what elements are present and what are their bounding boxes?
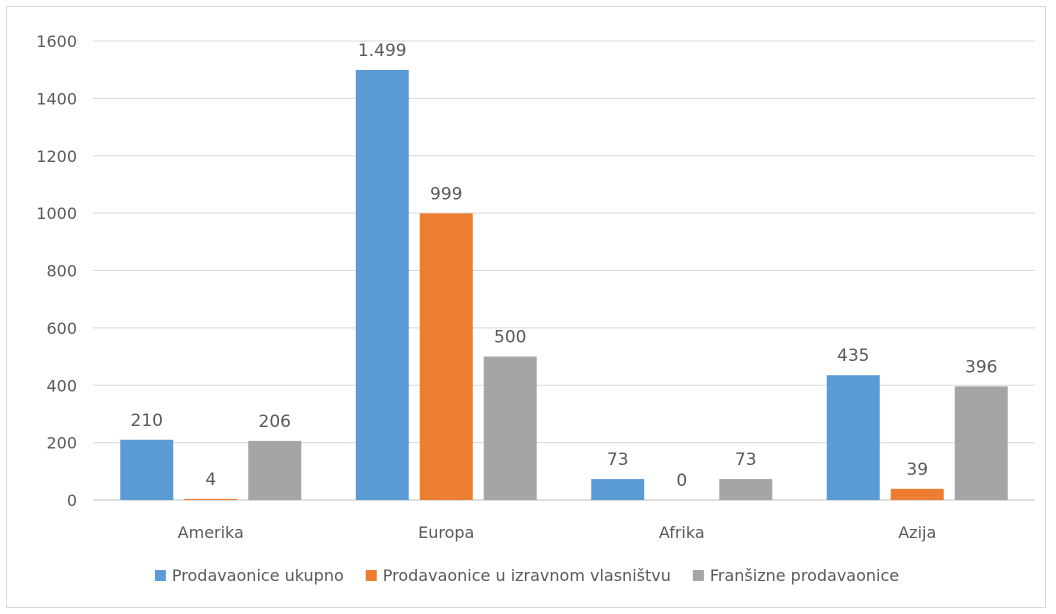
data-label: 999	[430, 184, 462, 204]
bar	[591, 479, 645, 500]
y-tick-label: 800	[46, 262, 77, 281]
bar	[419, 213, 473, 501]
data-label: 0	[676, 471, 687, 491]
y-tick-label: 600	[46, 319, 77, 338]
bar	[954, 386, 1008, 500]
legend-label: Prodavaonice ukupno	[172, 566, 344, 585]
bar	[120, 439, 174, 500]
legend-label: Prodavaonice u izravnom vlasništvu	[383, 566, 671, 585]
y-tick-label: 400	[46, 376, 77, 395]
bar	[890, 488, 944, 500]
bar	[184, 498, 238, 500]
data-label: 206	[259, 412, 291, 432]
data-label: 1.499	[358, 41, 407, 61]
legend-swatch	[692, 570, 704, 581]
data-label: 39	[906, 460, 928, 480]
y-tick-label: 1600	[36, 32, 77, 51]
legend-item: Franšizne prodavaonice	[692, 566, 899, 585]
y-tick-label: 1000	[36, 204, 77, 223]
data-label: 500	[494, 328, 526, 348]
y-tick-label: 200	[46, 434, 77, 453]
data-label: 73	[735, 450, 757, 470]
bar	[248, 440, 302, 500]
x-tick-label: Azija	[898, 523, 936, 542]
bar-chart: 0 200 400 600 800 1000 1200 1400 1600 210 4 206 Amer…	[36, 32, 1035, 585]
legend-swatch	[365, 570, 377, 581]
data-label: 73	[607, 450, 629, 470]
data-label: 210	[131, 411, 163, 431]
bar	[355, 69, 409, 501]
legend-item: Prodavaonice ukupno	[154, 566, 344, 585]
data-label: 435	[837, 346, 869, 366]
data-label: 396	[965, 357, 997, 377]
bar	[826, 375, 880, 500]
y-tick-label: 1200	[36, 147, 77, 166]
y-tick-label: 0	[67, 491, 77, 510]
chart-frame: 0 200 400 600 800 1000 1200 1400 1600 210 4 206 Amer…	[6, 6, 1046, 608]
bar	[719, 479, 773, 500]
x-tick-label: Afrika	[659, 523, 705, 542]
x-tick-label: Amerika	[178, 523, 244, 542]
bar	[483, 356, 537, 500]
x-tick-label: Europa	[418, 523, 474, 542]
legend-label: Franšizne prodavaonice	[710, 566, 899, 585]
data-label: 4	[205, 470, 216, 490]
y-tick-label: 1400	[36, 89, 77, 108]
legend-swatch	[154, 570, 166, 581]
legend-item: Prodavaonice u izravnom vlasništvu	[365, 566, 671, 585]
